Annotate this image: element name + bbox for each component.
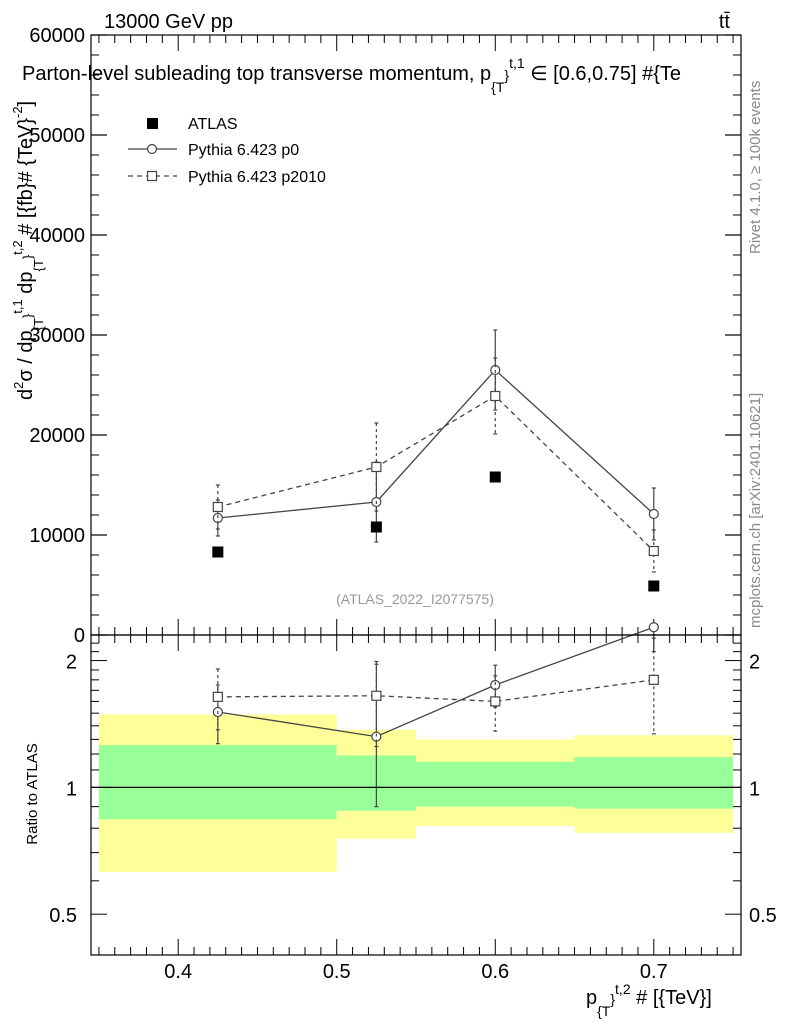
- data-point-p0: [648, 508, 659, 520]
- xtick-label: 0.7: [640, 961, 668, 983]
- main-ytick-label: 20000: [29, 425, 85, 447]
- xlabel-sub: {T: [597, 1003, 611, 1019]
- legend-p2010-marker: [146, 170, 158, 182]
- main-axis-ticks: 0 10000 20000 30000 40000 50000 60000: [29, 25, 741, 955]
- data-point-p2010: [648, 674, 659, 685]
- xtick-label: 0.4: [164, 961, 192, 983]
- rivet-label: Rivet 4.1.0, ≥ 100k events: [747, 81, 764, 254]
- plot-title: Parton-level subleading top transverse m…: [22, 55, 681, 95]
- data-point-p2010: [371, 461, 382, 473]
- data-point-atlas: [212, 546, 224, 558]
- ylabel-sup1: }: [20, 313, 35, 318]
- ratio-series-layer: [212, 622, 659, 808]
- ratio-ytick-label-right: 0.5: [749, 905, 777, 927]
- data-point-p2010: [212, 691, 223, 702]
- data-point-atlas: [370, 521, 382, 533]
- ylabel-dp: dp: [15, 271, 37, 299]
- ratio-ytick-label-right: 1: [749, 778, 760, 800]
- mcplots-label: mcplots.cern.ch [arXiv:2401.10621]: [747, 393, 764, 628]
- xlabel-sup: }: [610, 991, 615, 1007]
- ylabel-sub2: {T: [31, 259, 46, 271]
- ratio-ytick-label-left: 2: [66, 652, 77, 674]
- data-point-atlas: [489, 471, 501, 483]
- process-label: tt̄: [719, 11, 731, 33]
- xlabel-p: p: [586, 987, 597, 1009]
- data-point-p0: [648, 622, 659, 633]
- ratio-uncertainty-bands: [98, 714, 734, 872]
- main-ytick-label: 0: [74, 625, 85, 647]
- main-series-layer: [212, 329, 660, 592]
- data-point-p2010: [490, 696, 501, 707]
- plot-title-prefix: Parton-level subleading top transverse m…: [22, 63, 491, 85]
- main-ytick-label: 40000: [29, 225, 85, 247]
- series-line-Pythia 6.423 p0: [217, 369, 655, 519]
- energy-label: 13000 GeV pp: [104, 11, 233, 33]
- main-ytick-label: 60000: [29, 25, 85, 47]
- main-ytick-label: 30000: [29, 325, 85, 347]
- ylabel-close: ]: [15, 101, 37, 107]
- ylabel-sigma: σ / dp: [15, 330, 37, 381]
- xlabel-unit: # [{TeV}]: [631, 987, 712, 1009]
- main-ytick-label: 10000: [29, 525, 85, 547]
- ylabel-sup2b: t,2: [10, 240, 25, 254]
- ratio-ylabel: Ratio to ATLAS: [24, 743, 41, 844]
- series-line-Pythia 6.423 p2010: [217, 679, 654, 703]
- plot-title-sup: }: [504, 67, 509, 83]
- ylabel-2: 2: [11, 382, 26, 389]
- series-line-Pythia 6.423 p0: [217, 626, 655, 738]
- ylabel-sub1: {T: [31, 318, 46, 330]
- ratio-ytick-label-left: 1: [66, 778, 77, 800]
- plot-title-range: ∈ [0.6,0.75] #{Te: [525, 63, 681, 85]
- series-line-Pythia 6.423 p2010: [217, 395, 655, 552]
- ylabel-unit-sup: -2: [10, 106, 25, 118]
- xtick-label: 0.5: [323, 961, 351, 983]
- data-point-p2010: [648, 545, 659, 557]
- xlabel-sup2: t,2: [615, 981, 631, 997]
- ylabel-d: d: [15, 389, 37, 400]
- data-point-p2010: [212, 501, 223, 513]
- main-ytick-label: 50000: [29, 125, 85, 147]
- ratio-ytick-label-left: 0.5: [49, 905, 77, 927]
- ratio-ytick-label-right: 2: [749, 652, 760, 674]
- ylabel-sup2: }: [20, 254, 35, 259]
- main-ylabel: d2σ / dp{T}t,1 dp{T}t,2 # [{fb}# {TeV}-2…: [10, 101, 46, 400]
- x-axis-label: p{T}t,2 # [{TeV}]: [586, 981, 712, 1019]
- legend-p0-marker: [146, 143, 158, 155]
- analysis-watermark: (ATLAS_2022_I2077575): [336, 591, 494, 607]
- xtick-label: 0.6: [481, 961, 509, 983]
- legend-atlas-label: ATLAS: [188, 116, 238, 133]
- ratio-panel-frame: [90, 634, 742, 956]
- legend-p2010-label: Pythia 6.423 p2010: [188, 169, 326, 186]
- green-band-0: [98, 745, 337, 820]
- data-point-p2010: [490, 390, 501, 402]
- legend-atlas-marker: [147, 118, 158, 129]
- data-point-atlas: [648, 580, 660, 592]
- data-point-p2010: [371, 690, 382, 701]
- legend: ATLAS Pythia 6.423 p0 Pythia 6.423 p2010: [128, 116, 326, 186]
- green-band-3: [574, 757, 734, 809]
- green-band-2: [416, 761, 575, 807]
- legend-p0-label: Pythia 6.423 p0: [188, 142, 299, 159]
- plot-title-sup2: t,1: [509, 55, 525, 71]
- ylabel-sup1b: t,1: [10, 299, 25, 313]
- plot-title-sub: {T: [491, 79, 505, 95]
- ylabel-unit: # [{fb}# {TeV}: [15, 118, 37, 241]
